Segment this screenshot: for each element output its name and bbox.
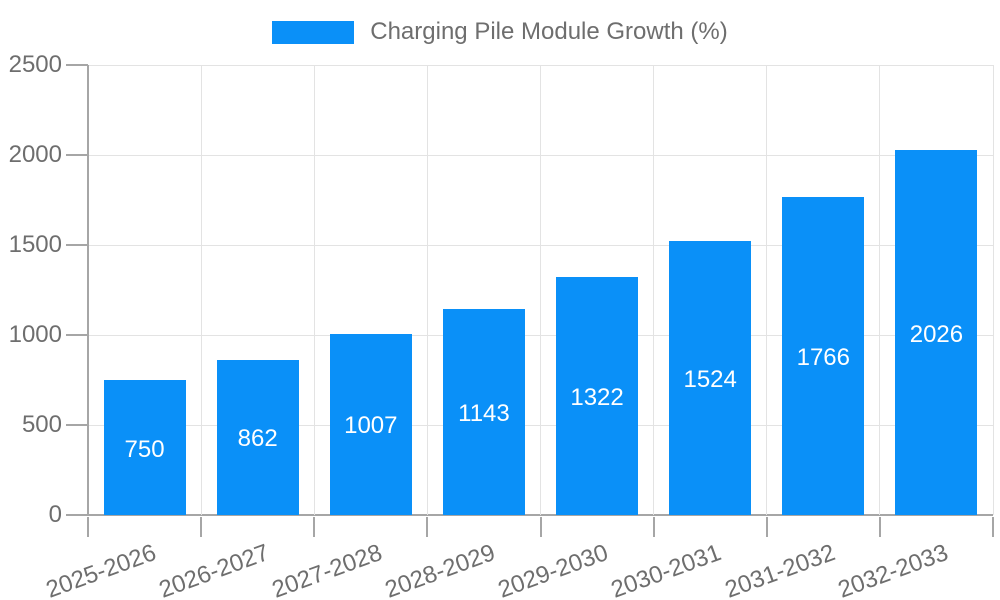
x-axis-tick-label: 2028-2029 bbox=[381, 539, 499, 600]
x-tick-mark bbox=[313, 517, 316, 537]
bar[interactable] bbox=[782, 197, 865, 515]
x-axis-tick-label: 2030-2031 bbox=[607, 539, 726, 600]
bar[interactable] bbox=[216, 359, 299, 515]
x-tick-mark bbox=[878, 517, 881, 537]
x-gridline bbox=[766, 65, 768, 515]
y-axis-line bbox=[87, 65, 89, 515]
y-tick-mark bbox=[66, 154, 88, 156]
x-tick-mark bbox=[200, 517, 203, 537]
y-tick-mark bbox=[66, 514, 88, 516]
x-axis-tick-label: 2032-2033 bbox=[834, 539, 952, 600]
y-axis-tick-label: 1000 bbox=[8, 321, 62, 348]
x-axis-tick-label: 2031-2032 bbox=[721, 539, 839, 600]
x-gridline bbox=[200, 65, 202, 515]
y-axis-tick-label: 1500 bbox=[8, 231, 62, 258]
x-axis-tick-label: 2027-2028 bbox=[268, 539, 386, 600]
x-gridline bbox=[313, 65, 315, 515]
x-tick-mark bbox=[426, 517, 429, 537]
x-tick-mark bbox=[765, 517, 768, 537]
bar[interactable] bbox=[103, 380, 186, 515]
x-axis-tick-label: 2025-2026 bbox=[42, 539, 160, 600]
bar[interactable] bbox=[669, 240, 752, 515]
y-tick-mark bbox=[66, 64, 88, 66]
legend-label: Charging Pile Module Growth (%) bbox=[370, 18, 728, 45]
x-gridline bbox=[879, 65, 881, 515]
x-axis-tick-label: 2029-2030 bbox=[494, 539, 612, 600]
y-axis-tick-label: 2500 bbox=[8, 51, 62, 78]
bar[interactable] bbox=[329, 333, 412, 515]
x-axis-line bbox=[88, 514, 993, 516]
y-tick-mark bbox=[66, 424, 88, 426]
y-axis-tick-label: 0 bbox=[48, 501, 62, 528]
y-axis-tick-label: 2000 bbox=[8, 141, 62, 168]
legend-swatch bbox=[272, 20, 355, 44]
bar[interactable] bbox=[556, 277, 639, 515]
bar[interactable] bbox=[895, 150, 978, 515]
x-gridline bbox=[992, 65, 994, 515]
x-axis-tick-label: 2026-2027 bbox=[155, 539, 273, 600]
x-tick-mark bbox=[87, 517, 89, 537]
bar[interactable] bbox=[442, 309, 525, 515]
x-tick-mark bbox=[992, 517, 994, 537]
x-gridline bbox=[653, 65, 655, 515]
chart-legend[interactable]: Charging Pile Module Growth (%) bbox=[0, 14, 1000, 50]
y-tick-mark bbox=[66, 334, 88, 336]
x-tick-mark bbox=[539, 517, 542, 537]
x-gridline bbox=[540, 65, 541, 515]
y-axis-tick-label: 500 bbox=[21, 411, 62, 438]
y-tick-mark bbox=[66, 244, 88, 246]
x-gridline bbox=[426, 65, 428, 515]
x-tick-mark bbox=[652, 517, 655, 537]
